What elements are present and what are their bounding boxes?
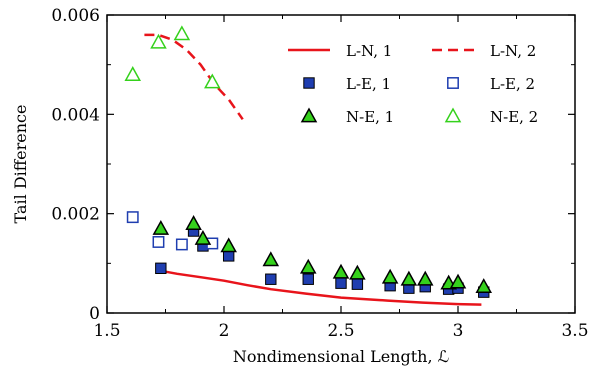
series-layer [124,25,493,306]
data-point-4-8 [381,268,399,284]
data-point-5-3 [204,73,221,89]
data-point-2-5 [302,273,314,285]
legend-entry-5: N-E, 2 [444,107,538,126]
data-point-3-2 [175,238,188,251]
data-point-4-3 [220,237,237,253]
legend-swatch [300,107,318,123]
legend-swatch [447,77,459,89]
data-point-5-2 [173,25,191,41]
x-tick-label: 2.5 [327,321,354,341]
data-point-4-12 [449,273,467,289]
data-point-3-1 [152,236,165,248]
data-point-4-0 [152,220,170,235]
data-point-4-10 [416,270,434,286]
data-point-4-9 [400,270,418,286]
legend-label: L-E, 1 [346,75,391,93]
legend: L-N, 1 L-N, 2 L-E, 1 L-E, 2 N-E, 1 N-E, 2 [288,42,538,126]
y-tick-label: 0.002 [51,205,100,225]
series-line-0 [160,269,482,306]
legend-label: N-E, 1 [346,108,394,126]
data-point-5-1 [150,33,167,49]
legend-entry-0: L-N, 1 [288,42,392,60]
legend-entry-4: N-E, 1 [300,107,394,126]
data-point-2-6 [335,277,347,289]
series-line-1 [144,33,244,121]
legend-label: L-N, 1 [346,42,392,60]
legend-entry-2: L-E, 1 [303,75,391,93]
data-point-4-13 [475,278,493,294]
x-tick-label: 3.5 [561,321,588,341]
x-tick-label: 1.5 [93,321,120,341]
data-point-4-1 [185,215,202,230]
data-point-3-0 [126,211,139,224]
data-point-2-0 [155,262,167,275]
data-point-4-5 [299,258,317,274]
legend-label: L-N, 2 [490,42,536,60]
y-tick-label: 0.006 [51,6,100,26]
data-point-4-6 [332,263,350,279]
legend-label: L-E, 2 [490,75,535,93]
data-point-4-7 [349,264,366,280]
legend-entry-1: L-N, 2 [432,42,536,60]
data-point-2-7 [351,278,364,290]
data-point-4-2 [194,229,212,245]
legend-entry-3: L-E, 2 [447,75,535,93]
data-point-5-0 [124,66,142,81]
data-point-4-4 [262,251,280,267]
y-axis-label: Tail Difference [11,105,30,224]
y-tick-label: 0 [89,304,100,324]
legend-label: N-E, 2 [490,108,538,126]
x-tick-label: 2 [219,321,230,341]
x-axis-label: Nondimensional Length, ℒ [233,347,449,366]
legend-swatch [303,77,315,89]
y-tick-label: 0.004 [51,105,100,125]
data-point-2-4 [265,273,277,285]
axes-layer: 1.5 2 2.5 3 3.5 0 0.002 0.004 0.006 [51,6,588,341]
legend-swatch [444,107,462,123]
x-tick-label: 3 [453,321,464,341]
